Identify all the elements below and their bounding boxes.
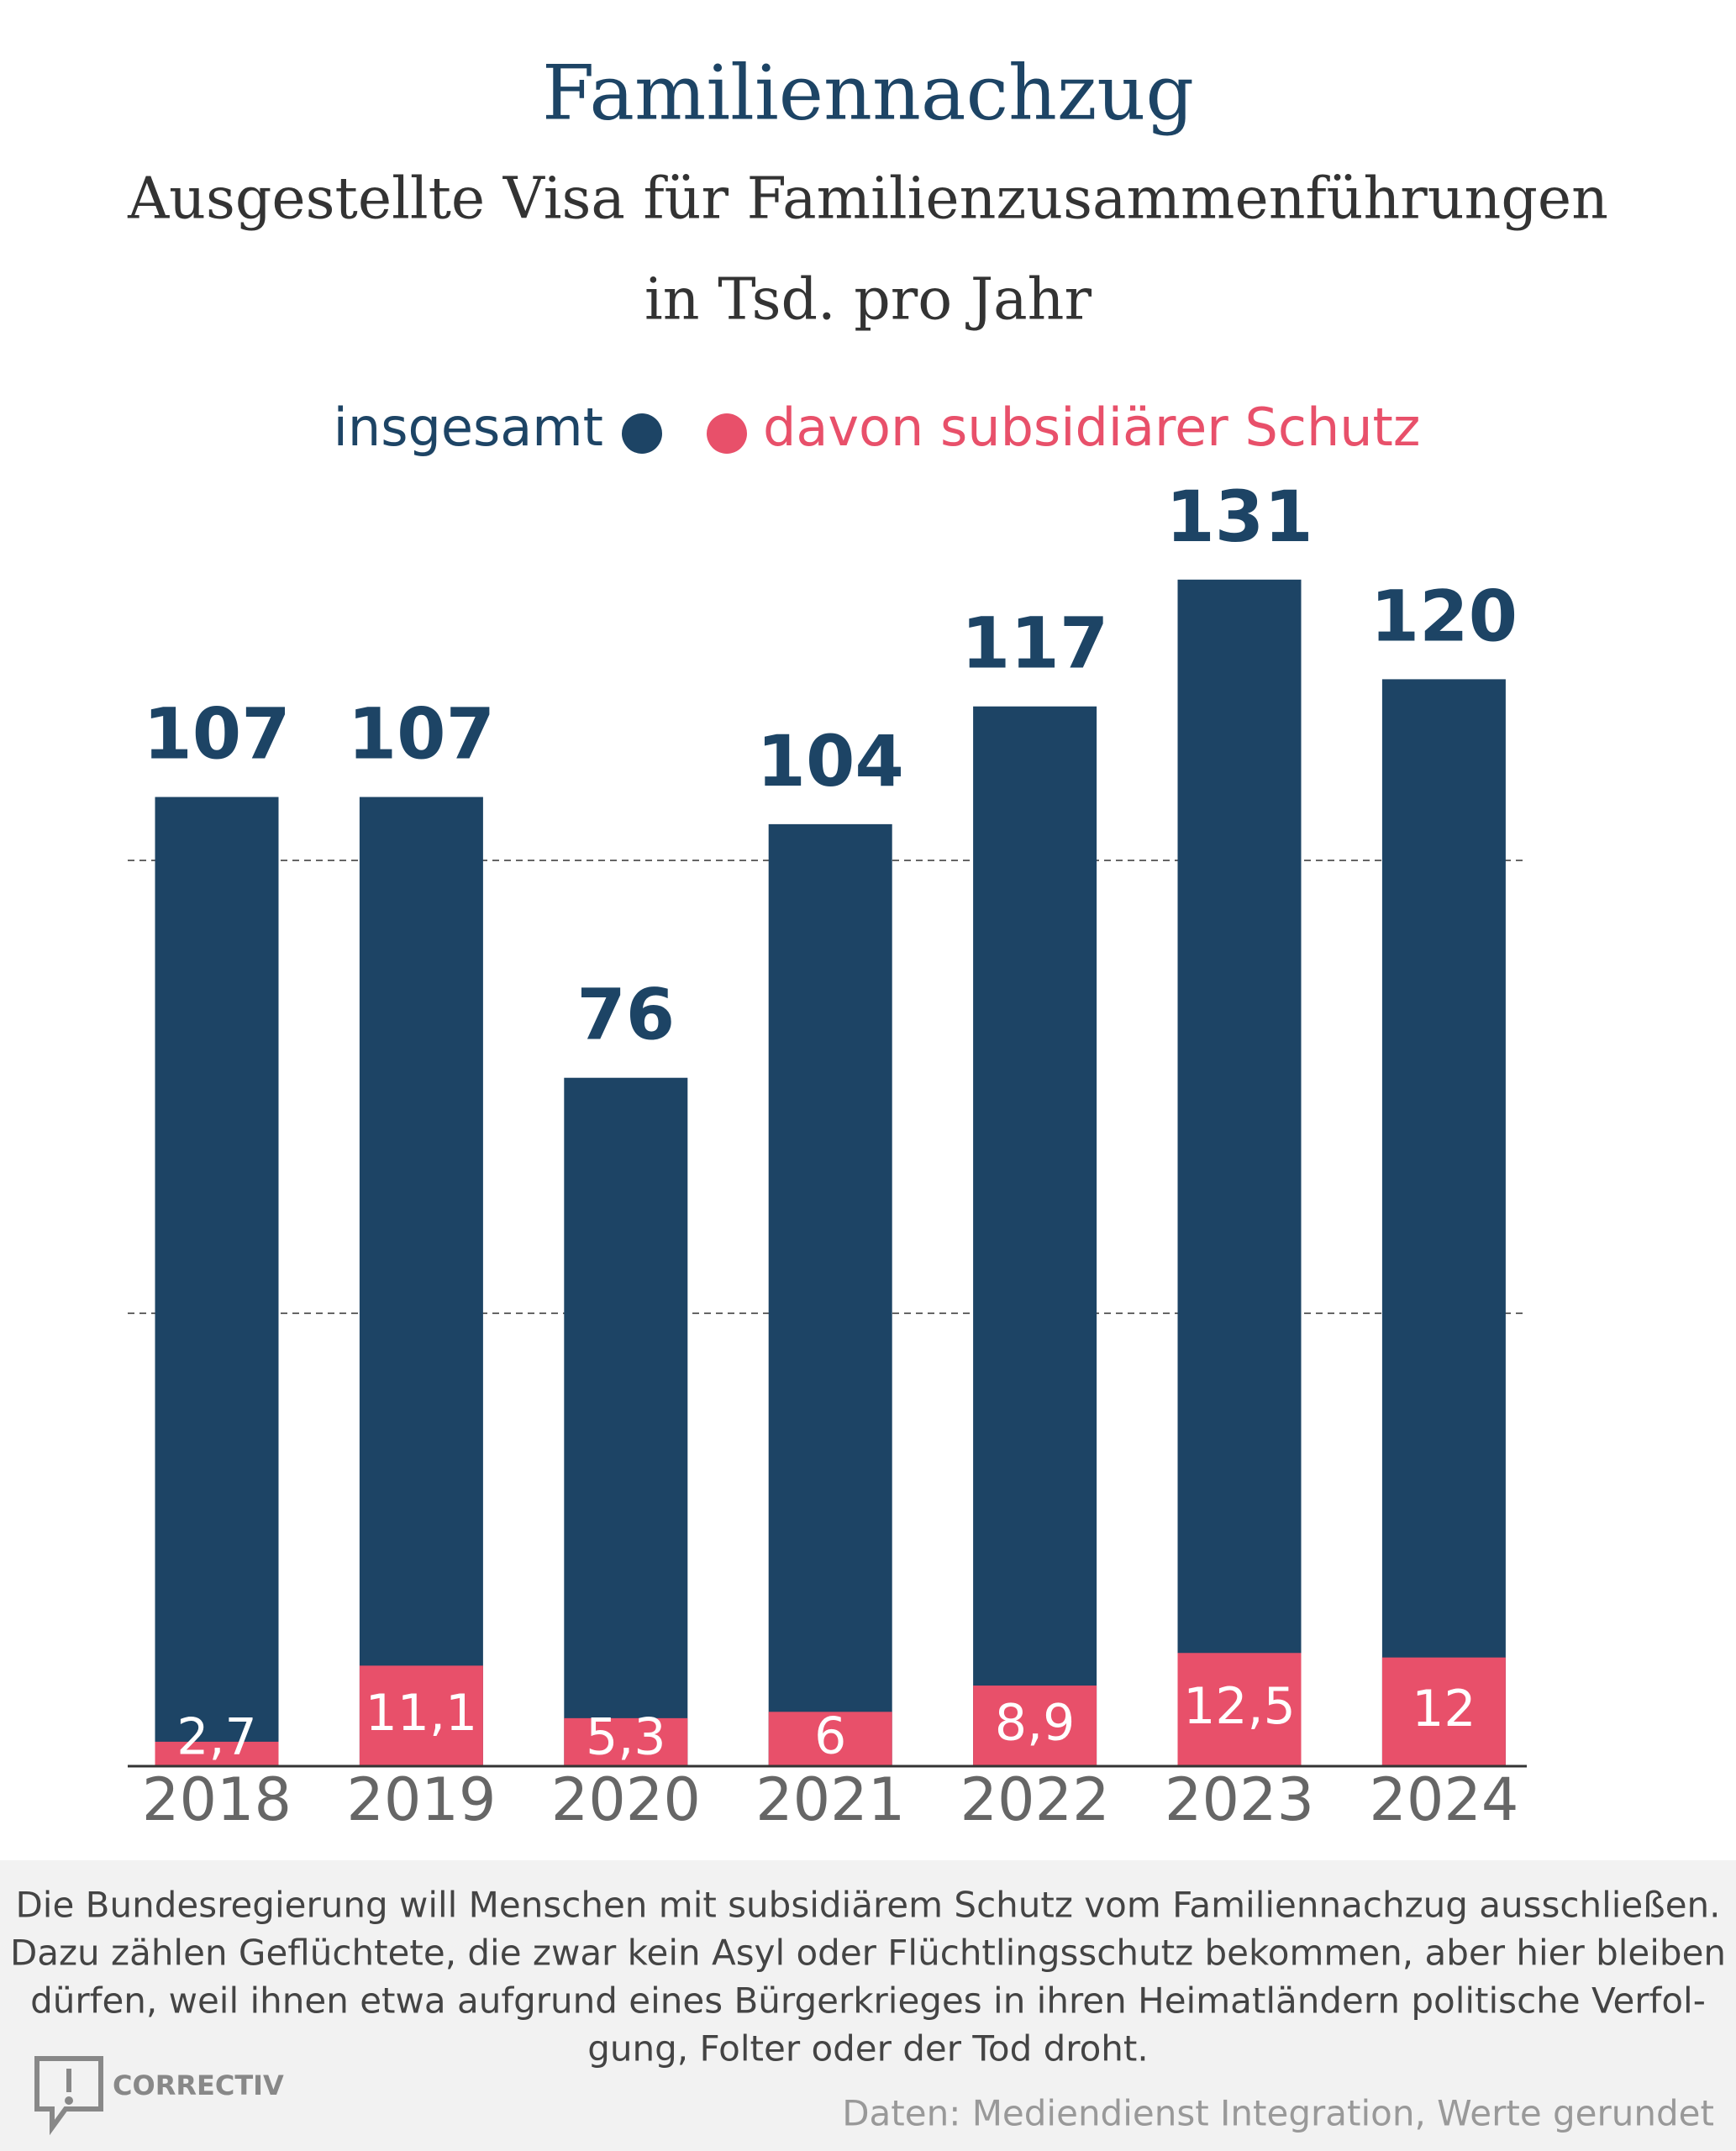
bar — [1381, 1657, 1506, 1766]
legend-label: insgesamt — [334, 397, 603, 458]
legend-label: davon subsidiärer Schutz — [763, 397, 1420, 458]
data-label: 8,9 — [995, 1694, 1075, 1753]
bar — [564, 1077, 688, 1766]
x-tick-label: 2022 — [960, 1765, 1110, 1834]
note: dürfen, weil ihnen etwa aufgrund eines B… — [30, 1980, 1706, 2022]
x-tick-label: 2019 — [346, 1765, 496, 1834]
legend-marker — [707, 413, 747, 454]
bar — [1381, 679, 1506, 1766]
data-label: 104 — [757, 720, 904, 802]
note: gung, Folter oder der Tod droht. — [587, 2028, 1149, 2069]
chart-subtitle: in Tsd. pro Jahr — [644, 267, 1092, 334]
data-label: 107 — [143, 692, 290, 775]
bar — [359, 797, 483, 1766]
data-label: 117 — [961, 602, 1108, 685]
note: Dazu zählen Geflüchtete, die zwar kein A… — [10, 1933, 1726, 1974]
bar — [564, 1717, 688, 1766]
bar — [973, 1686, 1097, 1766]
chart-title: Familiennachzug — [542, 49, 1194, 137]
data-label: 11,1 — [366, 1684, 478, 1743]
data-label: 120 — [1370, 575, 1518, 657]
brand-name: CORRECTIV — [113, 2069, 284, 2101]
bar — [155, 797, 279, 1766]
x-tick-label: 2020 — [551, 1765, 701, 1834]
note: Die Bundesregierung will Menschen mit su… — [15, 1885, 1720, 1926]
bar — [973, 706, 1097, 1766]
source: Daten: Mediendienst Integration, Werte g… — [842, 2093, 1714, 2134]
bar — [359, 1665, 483, 1766]
bar — [768, 1712, 892, 1766]
bar — [1177, 579, 1302, 1766]
brand-logo — [34, 2056, 103, 2136]
bar — [1177, 1653, 1302, 1766]
data-label: 12 — [1412, 1680, 1476, 1738]
data-label: 5,3 — [586, 1708, 665, 1767]
footer-background — [0, 1860, 1736, 2151]
x-tick-label: 2023 — [1165, 1765, 1314, 1834]
data-label: 6 — [814, 1707, 846, 1765]
x-tick-label: 2021 — [755, 1765, 905, 1834]
bar — [155, 1741, 279, 1766]
data-label: 107 — [348, 692, 495, 775]
data-label: 12,5 — [1183, 1677, 1296, 1736]
x-tick-label: 2024 — [1369, 1765, 1518, 1834]
bar — [768, 823, 892, 1766]
data-label: 2,7 — [176, 1708, 256, 1767]
chart-subtitle: Ausgestellte Visa für Familienzusammenfü… — [127, 166, 1608, 233]
x-tick-label: 2018 — [142, 1765, 292, 1834]
data-label: 131 — [1165, 476, 1313, 558]
data-label: 76 — [576, 974, 675, 1056]
legend-marker — [622, 413, 662, 454]
